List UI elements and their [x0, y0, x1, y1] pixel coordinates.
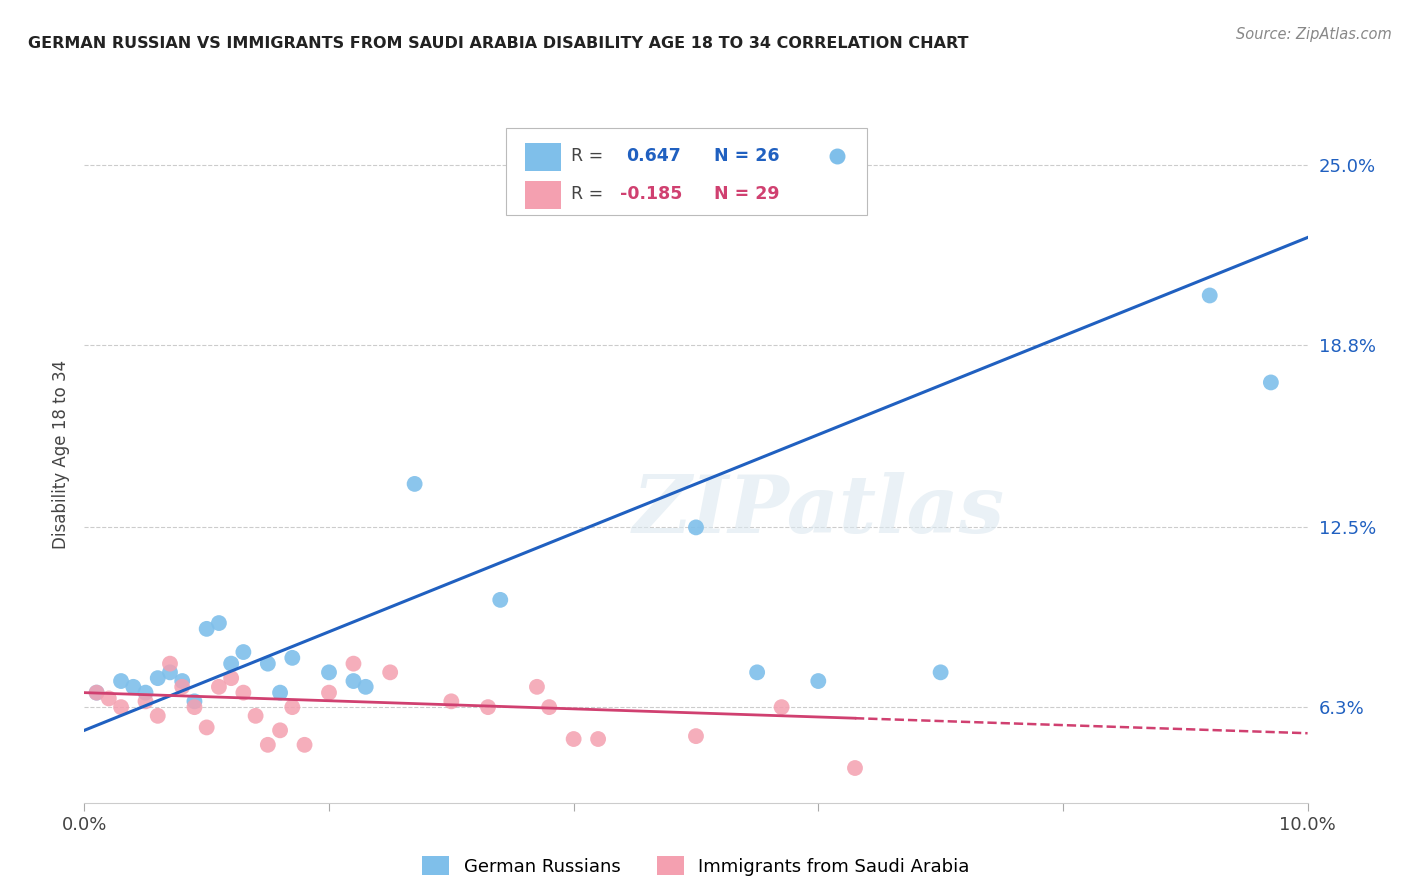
Point [86, 685, 108, 699]
Point [380, 665, 402, 680]
Point [685, 520, 707, 534]
Point [159, 665, 181, 680]
Text: R =: R = [571, 185, 609, 203]
Point [172, 674, 194, 689]
Text: 0.647: 0.647 [626, 147, 681, 165]
Point [183, 694, 205, 708]
Text: N = 29: N = 29 [714, 185, 780, 203]
Point [562, 731, 585, 746]
Point [135, 694, 157, 708]
Legend: German Russians, Immigrants from Saudi Arabia: German Russians, Immigrants from Saudi A… [415, 849, 977, 883]
Point [208, 615, 231, 630]
Point [318, 685, 340, 699]
Text: N = 26: N = 26 [714, 147, 780, 165]
Y-axis label: Disability Age 18 to 34: Disability Age 18 to 34 [52, 360, 70, 549]
Point [269, 723, 291, 738]
Point [183, 700, 205, 714]
Point [586, 731, 609, 746]
Point [245, 708, 267, 723]
Text: ZIPatlas: ZIPatlas [633, 472, 1004, 549]
FancyBboxPatch shape [524, 181, 561, 210]
Point [538, 700, 561, 714]
Point [257, 738, 280, 752]
Point [269, 685, 291, 699]
Text: -0.185: -0.185 [620, 185, 682, 203]
Point [219, 657, 242, 671]
Point [195, 721, 218, 735]
Point [354, 680, 377, 694]
Text: R =: R = [571, 147, 609, 165]
Point [807, 674, 830, 689]
Point [110, 700, 132, 714]
Point [281, 651, 304, 665]
Point [172, 680, 194, 694]
Point [159, 657, 181, 671]
Text: Source: ZipAtlas.com: Source: ZipAtlas.com [1236, 27, 1392, 42]
Point [122, 680, 145, 694]
Point [146, 671, 169, 685]
FancyBboxPatch shape [506, 128, 868, 215]
Point [257, 657, 280, 671]
Point [281, 700, 304, 714]
Point [929, 665, 952, 680]
Point [477, 700, 499, 714]
Point [232, 645, 254, 659]
Point [135, 685, 157, 699]
Point [1260, 376, 1282, 390]
Point [294, 738, 316, 752]
FancyBboxPatch shape [524, 144, 561, 171]
Point [110, 674, 132, 689]
Point [685, 729, 707, 743]
Point [219, 671, 242, 685]
Point [489, 592, 512, 607]
Point [770, 700, 793, 714]
Point [195, 622, 218, 636]
Point [342, 674, 364, 689]
Point [86, 685, 108, 699]
Point [97, 691, 120, 706]
Point [146, 708, 169, 723]
Point [208, 680, 231, 694]
Point [526, 680, 548, 694]
Point [844, 761, 866, 775]
Point [318, 665, 340, 680]
Point [232, 685, 254, 699]
Point [1198, 288, 1220, 302]
Text: GERMAN RUSSIAN VS IMMIGRANTS FROM SAUDI ARABIA DISABILITY AGE 18 TO 34 CORRELATI: GERMAN RUSSIAN VS IMMIGRANTS FROM SAUDI … [28, 36, 969, 51]
Point [404, 476, 426, 491]
Point [342, 657, 364, 671]
Point [440, 694, 463, 708]
Point [747, 665, 769, 680]
